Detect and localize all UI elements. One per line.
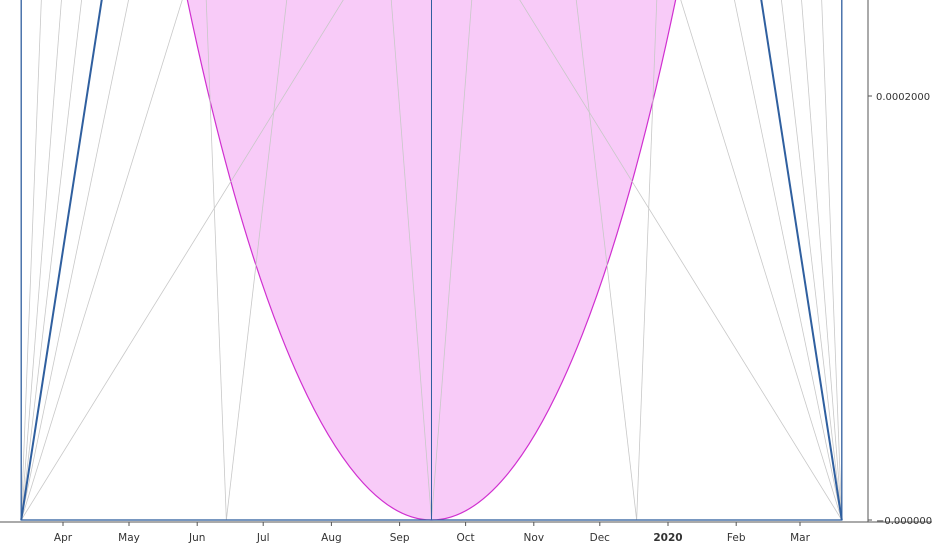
y-tick-label-11: 0.0002000: [876, 92, 930, 103]
gann-fan-line-0: [205, 0, 227, 521]
x-tick-label-4: Aug: [321, 532, 342, 544]
gann-fan-line-22: [821, 0, 843, 521]
x-tick-label-8: Dec: [590, 532, 611, 544]
x-tick-label-11: Mar: [790, 532, 810, 544]
gann-grid: [20, 0, 843, 521]
x-tick-label-5: Sep: [390, 532, 410, 544]
x-tick-label-2: Jun: [188, 532, 205, 544]
y-tick-label-12: −0.0000000: [876, 516, 932, 527]
x-tick-label-10: Feb: [727, 532, 746, 544]
x-tick-label-7: Nov: [524, 532, 545, 544]
gann-fan-line-17: [20, 0, 344, 521]
x-tick-label-6: Oct: [457, 532, 475, 544]
x-tick-label-1: May: [118, 532, 140, 544]
x-tick-label-3: Jul: [256, 532, 270, 544]
gann-fan-line-15: [20, 0, 183, 521]
x-tick-label-0: Apr: [54, 532, 73, 544]
gann-fan-line-12: [20, 0, 42, 521]
gann-fan-line-10: [636, 0, 658, 521]
gann-fan-line-23: [519, 0, 843, 521]
x-tick-label-9: 2020: [653, 532, 682, 544]
gann-fan-line-21: [680, 0, 843, 521]
